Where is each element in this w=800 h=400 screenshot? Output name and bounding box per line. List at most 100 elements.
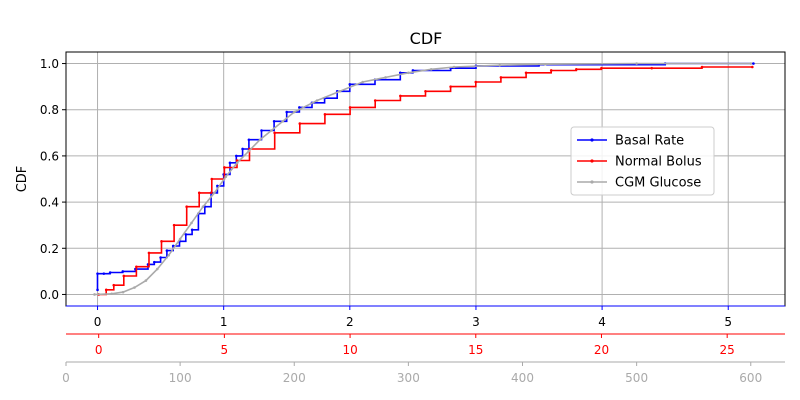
- series-point-0: [272, 119, 276, 123]
- series-point-2: [213, 191, 216, 195]
- legend-swatch-marker: [590, 180, 594, 184]
- series-point-2: [133, 286, 136, 289]
- series-point-0: [184, 233, 188, 236]
- series-point-2: [292, 110, 296, 114]
- series-point-1: [474, 80, 478, 84]
- series-point-1: [223, 166, 226, 169]
- series-point-1: [549, 69, 553, 72]
- series-point-0: [234, 154, 238, 158]
- series-point-1: [600, 66, 603, 70]
- basal-x-tick-label: 5: [724, 315, 732, 329]
- cgm-x-tick-label: 100: [169, 371, 192, 385]
- y-tick-label: 0.8: [40, 103, 59, 117]
- series-point-1: [210, 177, 214, 181]
- cgm-x-tick-label: 600: [739, 371, 762, 385]
- series-point-2: [315, 99, 319, 102]
- x-axes: 0 1 2 3 4 5 0 5 10 15 20 25 0 100 200 300 400 500 600: [62, 305, 785, 385]
- cgm-x-tick-label: 0: [62, 371, 70, 385]
- series-point-0: [102, 272, 106, 275]
- series-point-1: [373, 99, 377, 102]
- chart-title: CDF: [410, 29, 443, 48]
- series-point-1: [147, 251, 151, 255]
- legend-box: [570, 126, 715, 196]
- cgm-x-tick-label: 400: [511, 371, 534, 385]
- series-point-2: [93, 293, 96, 296]
- series-point-1: [348, 106, 352, 109]
- cgm-x-tick-label: 300: [397, 371, 420, 385]
- basal-x-tick-label: 2: [346, 315, 354, 329]
- series-point-2: [635, 62, 638, 65]
- bolus-x-tick-label: 10: [342, 343, 357, 357]
- cgm-x-tick-label: 500: [625, 371, 648, 385]
- series-point-0: [247, 138, 251, 142]
- series-point-1: [135, 265, 138, 269]
- y-axis: 0.0 0.2 0.4 0.6 0.8 1.0: [40, 57, 66, 302]
- series-point-2: [361, 80, 365, 84]
- bolus-x-tick-label: 25: [720, 343, 735, 357]
- series-point-2: [281, 119, 285, 123]
- series-point-2: [452, 65, 456, 69]
- series-point-0: [190, 228, 194, 232]
- series-point-1: [650, 66, 654, 70]
- bolus-x-tick-label: 5: [221, 343, 229, 357]
- series-point-2: [749, 62, 753, 65]
- series-point-2: [121, 290, 125, 294]
- series-point-1: [273, 131, 276, 135]
- series-point-2: [110, 292, 113, 296]
- series-layer: [93, 62, 755, 296]
- series-point-0: [228, 161, 232, 165]
- series-point-0: [298, 106, 301, 109]
- series-point-2: [144, 279, 148, 282]
- series-point-0: [165, 249, 169, 252]
- series-point-1: [751, 65, 754, 69]
- series-point-1: [399, 94, 402, 98]
- legend-swatch-marker: [590, 138, 594, 142]
- legend-label: Normal Bolus: [615, 155, 702, 170]
- y-tick-label: 1.0: [40, 57, 59, 71]
- series-point-1: [424, 89, 427, 93]
- series-point-1: [499, 76, 503, 79]
- series-point-0: [398, 71, 402, 75]
- series-point-2: [178, 237, 182, 241]
- bolus-x-tick-label: 20: [594, 343, 609, 357]
- series-point-1: [298, 122, 302, 125]
- series-point-0: [348, 83, 352, 86]
- legend: Basal Rate Normal Bolus CGM Glucose: [570, 126, 715, 196]
- series-point-1: [235, 159, 239, 162]
- legend-label: CGM Glucose: [615, 176, 701, 191]
- series-point-0: [96, 272, 99, 275]
- series-point-1: [160, 240, 163, 243]
- series-point-2: [270, 129, 273, 132]
- series-point-0: [152, 260, 156, 264]
- series-point-0: [96, 288, 99, 292]
- series-point-2: [258, 138, 262, 142]
- series-point-2: [235, 161, 239, 165]
- legend-label: Basal Rate: [615, 134, 684, 149]
- series-point-1: [700, 65, 704, 69]
- series-point-2: [544, 62, 547, 66]
- y-tick-label: 0.4: [40, 196, 59, 210]
- series-line-1: [98, 66, 753, 296]
- series-point-0: [159, 256, 162, 259]
- series-point-2: [201, 205, 205, 209]
- grid: [66, 52, 785, 306]
- series-point-2: [384, 76, 387, 79]
- series-point-1: [112, 283, 116, 287]
- series-point-1: [197, 191, 201, 195]
- series-point-1: [323, 113, 327, 116]
- basal-x-tick-label: 1: [220, 315, 228, 329]
- series-point-2: [498, 63, 501, 67]
- bolus-x-tick-label: 15: [468, 343, 483, 357]
- y-tick-label: 0.2: [40, 242, 59, 256]
- series-point-1: [104, 288, 108, 292]
- basal-x-tick-label: 0: [94, 315, 102, 329]
- series-point-2: [190, 221, 193, 225]
- legend-swatch-marker: [590, 159, 594, 163]
- series-point-1: [172, 223, 176, 227]
- y-tick-label: 0.0: [40, 288, 59, 302]
- series-point-2: [407, 71, 410, 75]
- series-point-0: [108, 271, 112, 274]
- series-point-1: [122, 274, 126, 278]
